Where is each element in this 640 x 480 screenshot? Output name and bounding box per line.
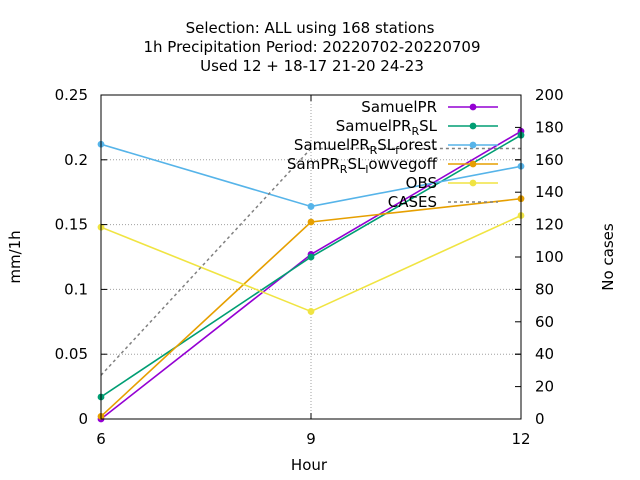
chart-title-line-2: 1h Precipitation Period: 20220702-202207… — [143, 38, 480, 56]
y2-tick-label: 200 — [535, 86, 564, 104]
legend-label-cases: CASES — [388, 193, 437, 211]
series-line-cases — [100, 147, 521, 376]
legend-label-samuelpr-rsl: SamuelPRRSL — [336, 117, 438, 138]
legend-label-sampr-rsl-lowvegoff: SamPRRSLlowvegoff — [287, 155, 438, 176]
tick-labels: 0 0.05 0.1 0.15 0.2 0.25 0 20 40 60 80 100 120 140 160… — [55, 86, 564, 448]
legend-marker-samuelpr — [469, 103, 477, 111]
plot-frame — [100, 94, 522, 420]
data-point-sampr-rsl-lowvegoff — [307, 218, 315, 226]
legend-label-samuelpr: SamuelPR — [361, 98, 437, 116]
data-point-samuelpr-rsl — [307, 253, 315, 261]
y2-tick-label: 40 — [535, 345, 554, 363]
y2-tick-label: 180 — [535, 118, 564, 136]
y2-tick-label: 100 — [535, 248, 564, 266]
y2-tick-label: 140 — [535, 183, 564, 201]
y-tick-label: 0.2 — [64, 151, 88, 169]
y2-tick-label: 80 — [535, 280, 554, 298]
legend-marker-samuelpr-rsl-forest — [469, 141, 477, 149]
y2-tick-label: 20 — [535, 378, 554, 396]
legend-label-obs: OBS — [406, 174, 437, 192]
x-tick-label: 9 — [306, 430, 316, 448]
chart-title-line-1: Selection: ALL using 168 stations — [186, 19, 435, 37]
x-axis-label: Hour — [291, 456, 328, 474]
y-tick-label: 0.05 — [55, 345, 88, 363]
legend-marker-sampr-rsl-lowvegoff — [469, 160, 477, 168]
chart-title-line-3: Used 12 + 18-17 21-20 24-23 — [200, 57, 424, 75]
legend-marker-samuelpr-rsl — [469, 122, 477, 130]
legend-marker-obs — [469, 179, 477, 187]
y-tick-label: 0.1 — [64, 280, 88, 298]
y2-tick-label: 0 — [535, 410, 545, 428]
x-tick-label: 12 — [511, 430, 530, 448]
y-tick-label: 0.15 — [55, 216, 88, 234]
y2-tick-label: 160 — [535, 151, 564, 169]
y-tick-label: 0 — [78, 410, 88, 428]
y2-tick-label: 60 — [535, 313, 554, 331]
legend-label-samuelpr-rsl-forest: SamuelPRRSLforest — [294, 136, 437, 157]
y2-tick-label: 120 — [535, 216, 564, 234]
y2-axis-label: No cases — [599, 223, 617, 291]
legend: SamuelPRSamuelPRRSLSamuelPRRSLforestSamP… — [287, 98, 498, 211]
data-point-obs — [307, 308, 315, 315]
chart-text: Selection: ALL using 168 stations 1h Pre… — [6, 19, 617, 474]
x-tick-label: 6 — [96, 430, 106, 448]
data-point-samuelpr-rsl-forest — [307, 203, 315, 210]
y-tick-label: 0.25 — [55, 86, 88, 104]
y-axis-label: mm/1h — [6, 230, 24, 283]
